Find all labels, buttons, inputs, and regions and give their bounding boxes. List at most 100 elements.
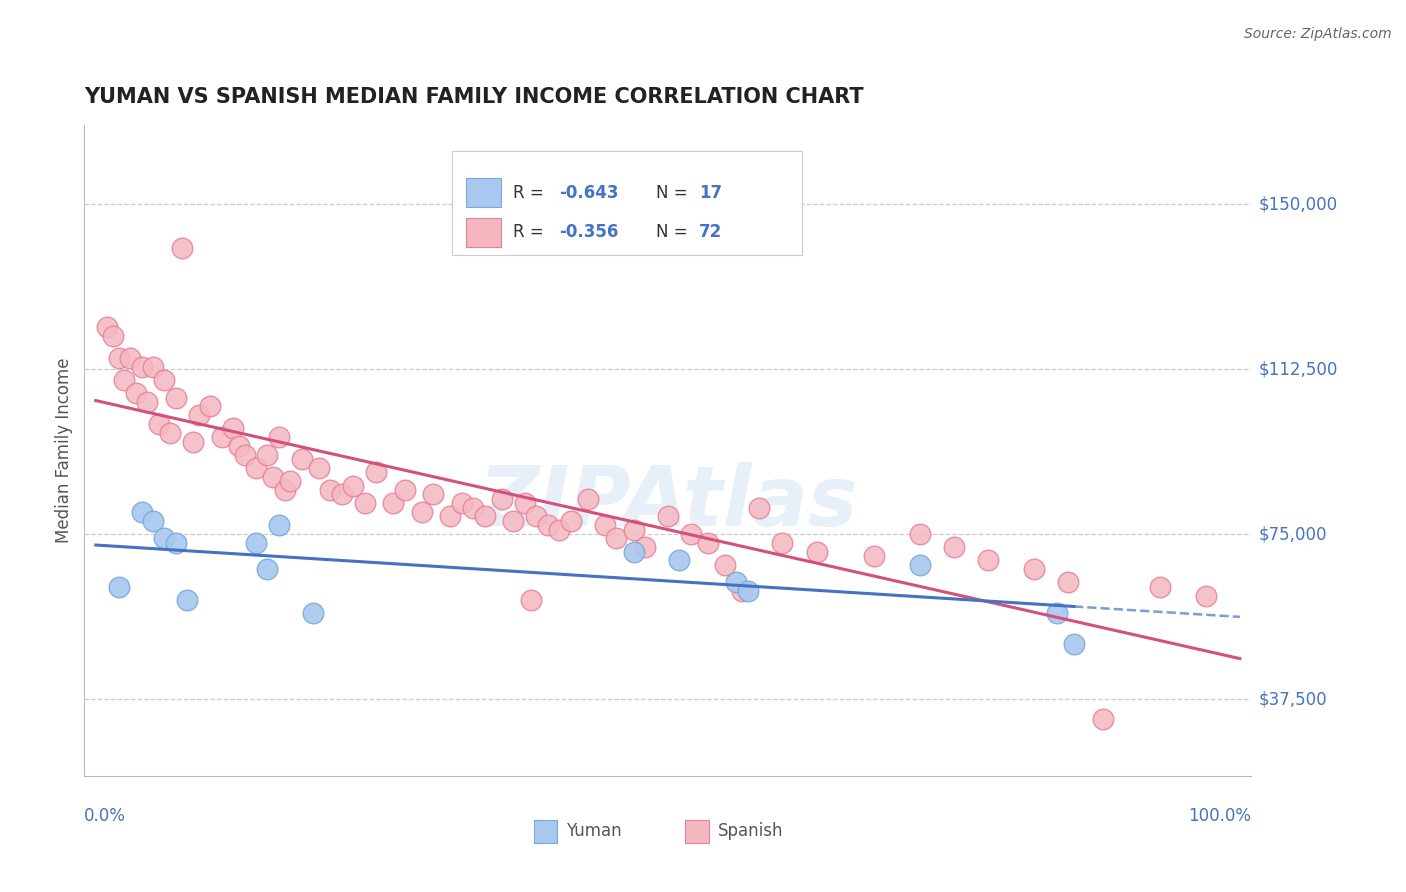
Point — [131, 505, 153, 519]
Point — [222, 421, 245, 435]
Point — [131, 359, 153, 374]
Point — [142, 514, 165, 528]
Point — [513, 496, 536, 510]
Point — [474, 509, 496, 524]
Point — [136, 395, 159, 409]
FancyBboxPatch shape — [685, 820, 709, 843]
Point — [364, 466, 387, 480]
Point — [278, 475, 301, 489]
Point — [731, 584, 754, 599]
Y-axis label: Median Family Income: Median Family Income — [55, 358, 73, 543]
Point — [1091, 712, 1114, 726]
Point — [737, 584, 759, 599]
Point — [256, 562, 278, 576]
Text: $112,500: $112,500 — [1258, 360, 1337, 378]
Point — [634, 541, 657, 555]
Point — [233, 448, 256, 462]
Point — [623, 544, 645, 558]
Text: Yuman: Yuman — [567, 822, 621, 840]
Text: N =: N = — [657, 184, 693, 202]
Text: 100.0%: 100.0% — [1188, 807, 1251, 825]
Text: R =: R = — [513, 184, 548, 202]
Text: -0.643: -0.643 — [560, 184, 619, 202]
Point — [148, 417, 170, 431]
Text: 72: 72 — [699, 223, 723, 241]
Point — [942, 541, 965, 555]
Point — [120, 351, 142, 365]
Point — [262, 470, 284, 484]
Point — [679, 527, 702, 541]
Text: $37,500: $37,500 — [1258, 690, 1327, 708]
Point — [319, 483, 342, 497]
Point — [245, 536, 267, 550]
Point — [576, 491, 599, 506]
Point — [439, 509, 461, 524]
Point — [267, 430, 290, 444]
Point — [1046, 607, 1069, 621]
Point — [593, 518, 616, 533]
Point — [112, 373, 135, 387]
Point — [668, 553, 690, 567]
FancyBboxPatch shape — [534, 820, 557, 843]
Point — [181, 434, 204, 449]
Point — [422, 487, 444, 501]
Text: Source: ZipAtlas.com: Source: ZipAtlas.com — [1244, 27, 1392, 41]
Point — [411, 505, 433, 519]
FancyBboxPatch shape — [465, 178, 501, 207]
Point — [165, 391, 187, 405]
Point — [382, 496, 405, 510]
Text: 17: 17 — [699, 184, 723, 202]
Point — [153, 532, 176, 546]
Point — [748, 500, 770, 515]
Point — [977, 553, 1000, 567]
FancyBboxPatch shape — [451, 151, 801, 255]
Point — [187, 409, 209, 423]
Point — [176, 593, 198, 607]
Text: $75,000: $75,000 — [1258, 525, 1327, 543]
Point — [537, 518, 560, 533]
Point — [200, 400, 222, 414]
Point — [211, 430, 233, 444]
Point — [159, 425, 181, 440]
Point — [605, 532, 627, 546]
Point — [657, 509, 679, 524]
Point — [125, 386, 148, 401]
Point — [463, 500, 485, 515]
Point — [308, 461, 330, 475]
Point — [142, 359, 165, 374]
Point — [696, 536, 718, 550]
Point — [353, 496, 375, 510]
Point — [107, 351, 129, 365]
Point — [291, 452, 314, 467]
Point — [491, 491, 513, 506]
Point — [330, 487, 353, 501]
Point — [560, 514, 582, 528]
Text: YUMAN VS SPANISH MEDIAN FAMILY INCOME CORRELATION CHART: YUMAN VS SPANISH MEDIAN FAMILY INCOME CO… — [84, 87, 863, 107]
Text: N =: N = — [657, 223, 693, 241]
Point — [770, 536, 793, 550]
Point — [1022, 562, 1045, 576]
Point — [1149, 580, 1171, 594]
Point — [153, 373, 176, 387]
Point — [451, 496, 474, 510]
FancyBboxPatch shape — [465, 218, 501, 247]
Text: -0.356: -0.356 — [560, 223, 619, 241]
Text: Spanish: Spanish — [718, 822, 783, 840]
Point — [302, 607, 325, 621]
Point — [228, 439, 250, 453]
Point — [273, 483, 295, 497]
Point — [1194, 589, 1216, 603]
Point — [1057, 575, 1080, 590]
Point — [267, 518, 290, 533]
Point — [862, 549, 884, 563]
Point — [165, 536, 187, 550]
Point — [524, 509, 547, 524]
Point — [908, 558, 931, 572]
Point — [548, 523, 571, 537]
Point — [806, 544, 828, 558]
Point — [245, 461, 267, 475]
Point — [170, 241, 193, 255]
Point — [256, 448, 278, 462]
Point — [342, 478, 364, 492]
Point — [725, 575, 748, 590]
